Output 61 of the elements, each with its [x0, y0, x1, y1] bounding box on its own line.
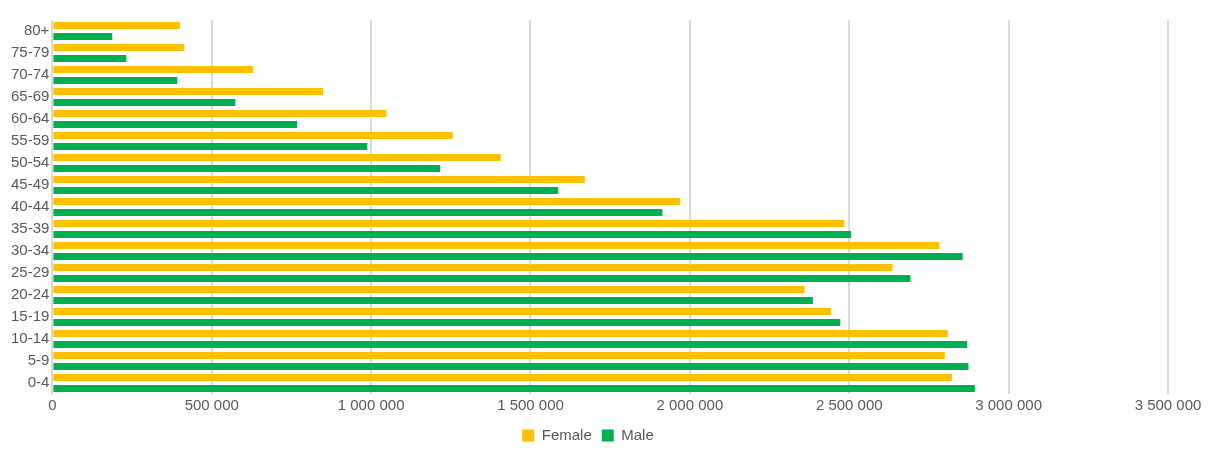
- bar: [53, 99, 236, 106]
- y-tick-label: 30-34: [10, 241, 50, 259]
- bar: [53, 88, 323, 95]
- bar: [53, 275, 911, 282]
- y-tick-label: 0-4: [27, 373, 50, 391]
- bar: [53, 176, 585, 183]
- bar: [53, 143, 368, 150]
- bar: [53, 286, 805, 293]
- bar: [53, 110, 387, 117]
- bar: [53, 220, 845, 227]
- bar: [53, 341, 968, 348]
- y-tick-label: 45-49: [10, 175, 50, 193]
- y-tick-label: 35-39: [10, 219, 50, 237]
- bar: [53, 22, 180, 29]
- y-tick-label: 20-24: [10, 285, 50, 303]
- y-tick-label: 10-14: [10, 329, 50, 347]
- y-tick-label: 80+: [23, 21, 50, 39]
- y-tick-label: 70-74: [10, 65, 50, 83]
- bar: [53, 44, 185, 51]
- bar: [53, 165, 441, 172]
- bar: [53, 198, 681, 205]
- legend-label: Male: [621, 425, 654, 443]
- x-tick-label: 1 000 000: [337, 396, 405, 414]
- y-tick-label: 65-69: [10, 87, 50, 105]
- bar: [53, 121, 298, 128]
- bar: [53, 132, 453, 139]
- y-tick-label: 55-59: [10, 131, 50, 149]
- bar: [53, 308, 831, 315]
- bar: [53, 297, 813, 304]
- x-tick-label: 0: [48, 396, 57, 414]
- x-tick-label: 1 500 000: [497, 396, 564, 414]
- y-tick-label: 25-29: [10, 263, 50, 281]
- x-tick-label: 3 500 000: [1134, 396, 1202, 414]
- bar: [53, 154, 501, 161]
- bar: [53, 374, 952, 381]
- bar: [53, 66, 254, 73]
- bar: [53, 231, 852, 238]
- bar: [53, 264, 893, 271]
- y-tick-label: 15-19: [10, 307, 50, 325]
- y-tick-label: 50-54: [10, 153, 50, 171]
- bar: [53, 187, 559, 194]
- y-tick-label: 40-44: [10, 197, 50, 215]
- bar: [53, 242, 940, 249]
- bar: [53, 209, 663, 216]
- bar: [53, 352, 945, 359]
- x-tick-label: 500 000: [184, 396, 239, 414]
- bar: [53, 363, 969, 370]
- y-tick-label: 75-79: [10, 43, 50, 61]
- bar: [53, 77, 178, 84]
- bar: [53, 330, 948, 337]
- x-tick-label: 2 000 000: [656, 396, 724, 414]
- y-tick-label: 60-64: [10, 109, 50, 127]
- y-tick-label: 5-9: [27, 351, 50, 369]
- bar: [53, 33, 113, 40]
- x-tick-label: 2 500 000: [815, 396, 883, 414]
- bar: [53, 253, 963, 260]
- bar: [53, 385, 975, 392]
- x-tick-label: 3 000 000: [975, 396, 1042, 414]
- bar: [53, 319, 841, 326]
- bar: [53, 55, 127, 62]
- legend-label: Female: [541, 425, 592, 443]
